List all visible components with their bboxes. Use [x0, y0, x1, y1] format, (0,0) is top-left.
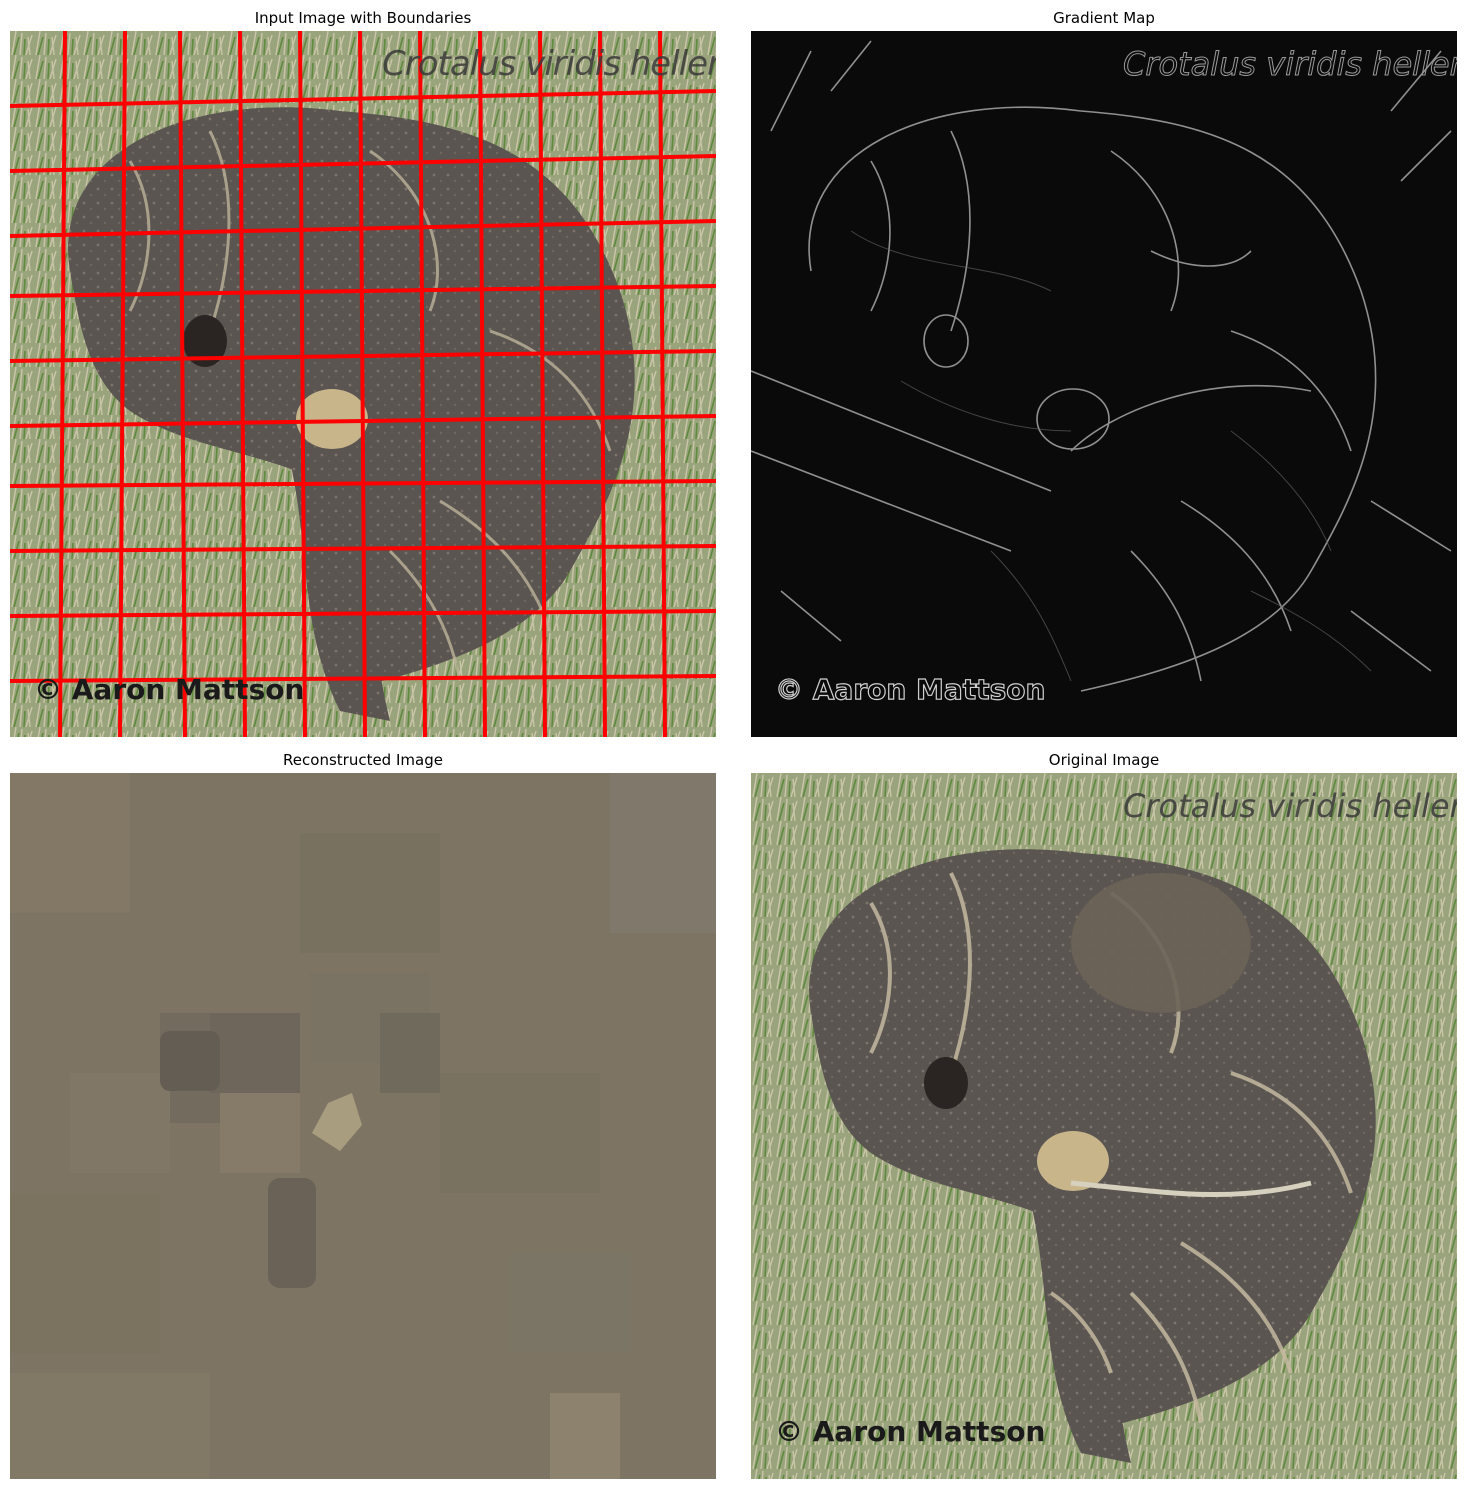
original-credit-watermark: © Aaron Mattson [775, 1415, 1045, 1448]
dark-spot [183, 315, 227, 367]
input-image-svg: Crotalus viridis helleri © Aaron Mattson [10, 31, 716, 737]
title-reconstructed-image: Reconstructed Image [283, 751, 443, 769]
superpixel-patches [10, 773, 716, 1479]
title-original-image: Original Image [1048, 751, 1160, 769]
gradient-edges [751, 40, 1452, 692]
reconstructed-image-panel [10, 773, 716, 1479]
rattle [296, 389, 368, 449]
gradient-map-svg: Crotalus viridis helleri © Aaron Mattson [751, 31, 1457, 737]
original-species-watermark: Crotalus viridis helleri [1123, 787, 1457, 825]
original-rattle [1037, 1131, 1109, 1191]
superpixel-boundaries [10, 31, 716, 737]
gradient-map-panel: Crotalus viridis helleri © Aaron Mattson [751, 31, 1457, 737]
snake-head-coil [1071, 873, 1251, 1013]
original-image-svg: Crotalus viridis helleri © Aaron Mattson [751, 773, 1457, 1479]
gradient-species-watermark: Crotalus viridis helleri [1123, 45, 1457, 83]
reconstructed-image-svg [10, 773, 716, 1479]
gradient-credit-watermark: © Aaron Mattson [775, 673, 1045, 706]
title-input-image: Input Image with Boundaries [254, 9, 472, 27]
original-image-panel: Crotalus viridis helleri © Aaron Mattson [751, 773, 1457, 1479]
title-gradient-map: Gradient Map [1053, 9, 1155, 27]
species-watermark: Crotalus viridis helleri [382, 44, 716, 84]
dry-grass-stem [1070, 1180, 1312, 1198]
credit-watermark: © Aaron Mattson [34, 673, 304, 706]
input-image-panel: Crotalus viridis helleri © Aaron Mattson [10, 31, 716, 737]
